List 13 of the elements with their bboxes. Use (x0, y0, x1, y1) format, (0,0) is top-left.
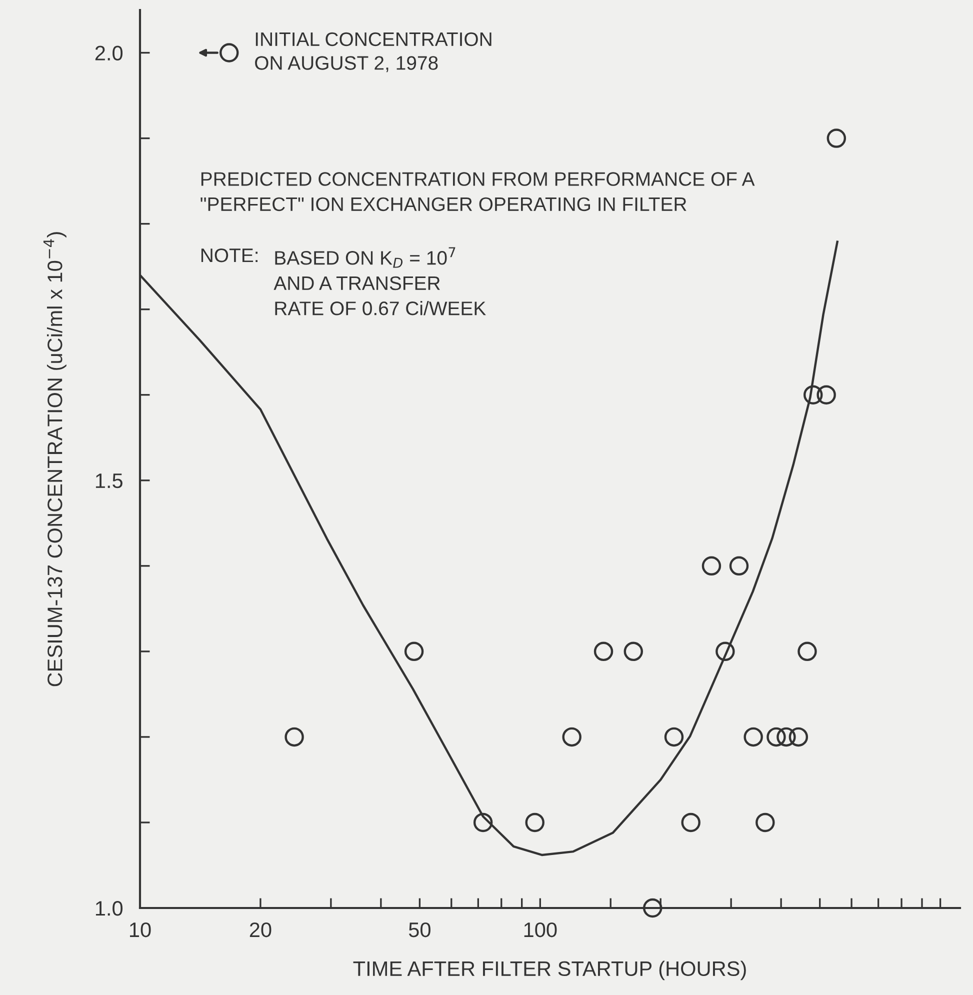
x-tick-label: 100 (524, 922, 557, 938)
annotation: NOTE: (201, 248, 258, 262)
y-tick-label: 2.0 (95, 46, 123, 61)
x-axis-title: TIME AFTER FILTER STARTUP (HOURS) (353, 960, 746, 980)
x-tick-label: 10 (130, 922, 151, 938)
x-tick-label: 20 (250, 922, 272, 938)
y-axis-title: CESIUM-137 CONCENTRATION (uCi/ml x 10$^{−4}$) (43, 232, 66, 686)
y-tick-label: 1.0 (96, 901, 123, 916)
x-tick-label: 50 (408, 922, 430, 938)
annotation: PREDICTED CONCENTRATION FROM PERFORMANCE OF A "PERFECT" ION EXCHANGER OPERATING IN FILTER (200, 172, 755, 212)
y-tick-label: 1.5 (96, 474, 122, 488)
text: BASED ON K$_{D}$ = 10$^{7}$ AND A TRANSFER RATE OF 0.67 Ci/WEEK (274, 247, 486, 316)
annotation: INITIAL CONCENTRATION ON AUGUST 2, 1978 (255, 32, 492, 72)
